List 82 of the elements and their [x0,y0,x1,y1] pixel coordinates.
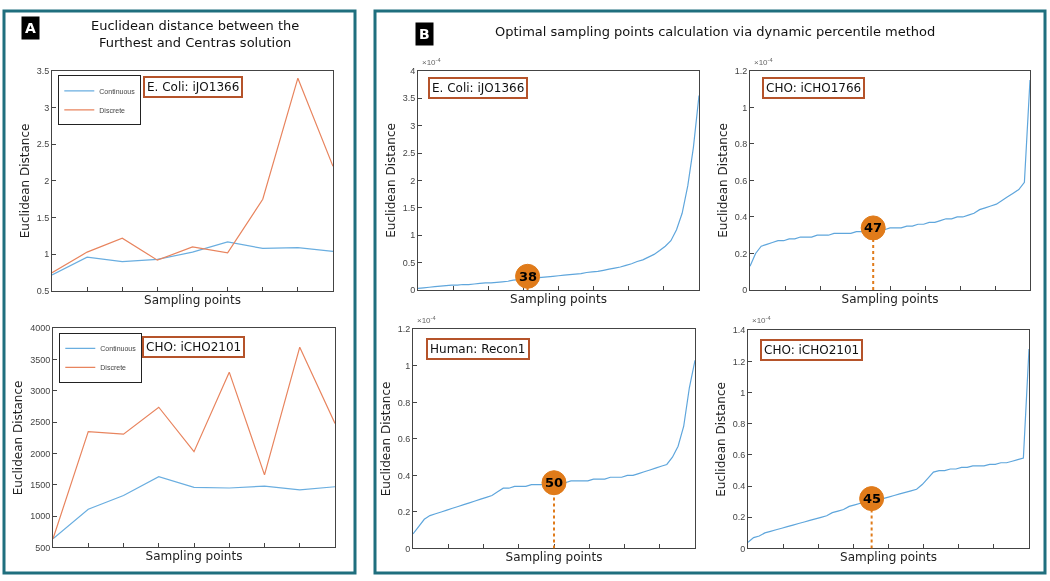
line-series [750,79,1030,267]
y-tick-label: 0.8 [397,397,411,408]
y-tick-label: 2 [44,176,50,187]
y-tick-label: 0.2 [397,507,411,518]
text: B [419,26,430,42]
y-tick-label: 1 [405,361,411,371]
y-tick-label: 1 [740,387,746,398]
y-tick-label: 1 [742,102,748,113]
text: ×10$^{-4}$ [417,315,436,326]
y-axis-title: Euclidean Distance [713,382,728,497]
y-tick-label: 0.5 [36,286,50,297]
text: ×10$^{-4}$ [422,57,441,68]
y-tick-label: 1 [410,230,416,241]
y-tick-label: 2 [410,175,416,186]
annotation: E. Coli: iJO1366 [432,81,525,95]
annotation: 45 [863,491,882,506]
y-tick-label: 3500 [30,354,51,365]
line-series [52,241,333,276]
y-axis-title: Euclidean Distance [17,123,32,239]
y-tick-label: 0.6 [732,450,746,461]
y-tick-label: 4 [410,66,416,76]
y-tick-label: 0.2 [732,512,746,523]
annotation: 50 [545,475,564,490]
annotation: CHO: iCHO2101 [764,343,860,357]
y-tick-label: 0.8 [734,139,748,150]
line-series [53,476,335,540]
annotation: 38 [519,269,538,284]
y-tick-label: 500 [35,542,51,553]
y-tick-label: 3 [44,102,50,113]
x-axis-title: Sampling points [841,291,939,306]
y-tick-label: 2000 [30,448,51,459]
y-axis-title: Euclidean Distance [383,123,398,238]
line-series [413,359,695,535]
y-tick-label: 0 [740,543,746,554]
y-tick-label: 0.4 [397,470,411,481]
y-tick-label: 0 [405,543,411,554]
x-axis-title: Sampling points [840,550,937,565]
y-tick-label: 1.5 [36,212,50,223]
y-tick-label: 0.2 [734,248,748,259]
line-series [418,94,699,289]
y-tick-label: 2.5 [402,148,416,159]
y-tick-label: 0.6 [397,434,411,445]
text: ×10$^{-4}$ [752,315,771,326]
x-axis-title: Sampling points [145,549,243,564]
y-tick-label: 0.4 [732,481,746,492]
x-axis-title: Sampling points [510,291,607,306]
annotation: CHO: iCHO2101 [146,340,242,354]
chart-title: Optimal sampling points calculation via dynamic percentile method [495,24,936,39]
y-tick-label: 2500 [30,417,51,428]
y-axis-title: Euclidean Distance [378,381,393,497]
y-tick-label: 1.4 [732,325,746,336]
line-series [52,77,333,274]
y-tick-label: 1 [44,249,50,260]
annotation: Human: Recon1 [430,342,526,356]
annotation: CHO: iCHO1766 [766,81,862,95]
y-tick-label: 1.2 [732,356,746,367]
annotation: E. Coli: iJO1366 [147,80,240,94]
y-axis-title: Euclidean Distance [715,123,730,238]
y-tick-label: 3 [410,120,416,131]
text: A [25,20,36,36]
y-tick-label: 1500 [30,480,51,491]
y-tick-label: 3.5 [402,93,416,104]
y-tick-label: 0.4 [734,212,748,223]
y-tick-label: 0 [410,285,416,296]
y-tick-label: 1000 [30,511,51,522]
y-tick-label: 2.5 [36,139,50,150]
annotation: 47 [864,220,883,235]
y-tick-label: 1.5 [402,202,416,213]
y-tick-label: 1.2 [397,324,411,335]
chart-title: Euclidean distance between the Furthest and Centras solution [91,18,300,50]
y-tick-label: 1.2 [734,66,748,76]
y-tick-label: 0.5 [402,257,416,268]
y-axis-title: Euclidean Distance [11,380,26,496]
y-tick-label: 4000 [30,323,51,334]
y-tick-label: 0 [742,285,748,296]
text: ×10$^{-4}$ [754,57,773,68]
y-tick-label: 3.5 [36,66,50,76]
y-tick-label: 0.6 [734,175,748,186]
y-tick-label: 3000 [30,386,51,397]
x-axis-title: Sampling points [144,292,241,307]
y-tick-label: 0.8 [732,418,746,429]
x-axis-title: Sampling points [505,550,603,565]
